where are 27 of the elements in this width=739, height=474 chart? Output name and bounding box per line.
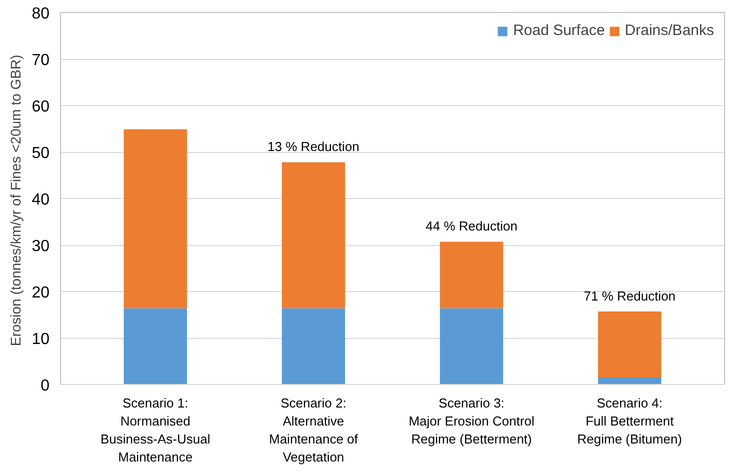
legend-label: Drains/Banks bbox=[624, 22, 714, 39]
x-tick-label: Scenario 2: Alternative Maintenance of Vegetation bbox=[269, 396, 358, 464]
bar bbox=[124, 308, 187, 384]
x-tick-label: Scenario 1: Normanised Business-As-Usual Maintenance bbox=[100, 396, 210, 464]
legend-label: Road Surface bbox=[513, 22, 605, 39]
x-tick-label: Scenario 3: Major Erosion Control Regime (Betterment) bbox=[408, 396, 535, 446]
y-axis-title: Erosion (tonnes/km/yr of Fines <20um to GBR) bbox=[8, 54, 24, 346]
annotation: 44 % Reduction bbox=[426, 218, 518, 234]
bar bbox=[440, 242, 504, 308]
y-tick-label: 60 bbox=[32, 98, 50, 116]
annotation: 71 % Reduction bbox=[584, 288, 676, 304]
bar bbox=[124, 129, 187, 308]
bar bbox=[598, 378, 662, 384]
y-tick-label: 0 bbox=[40, 378, 50, 394]
y-tick-label: 20 bbox=[32, 284, 50, 302]
y-tick-label: 80 bbox=[32, 6, 50, 22]
bar bbox=[282, 162, 346, 308]
y-tick-label: 70 bbox=[32, 52, 50, 69]
y-tick-label: 40 bbox=[32, 192, 50, 208]
y-tick-label: 10 bbox=[32, 331, 50, 348]
bar bbox=[440, 308, 504, 384]
y-tick-label: 30 bbox=[32, 238, 50, 255]
x-tick-label: Scenario 4: Full Betterment Regime (Bitumen) bbox=[577, 396, 682, 446]
y-tick-label: 50 bbox=[32, 145, 50, 162]
bar bbox=[282, 308, 346, 384]
bar bbox=[598, 311, 662, 378]
annotation: 13 % Reduction bbox=[268, 139, 360, 154]
